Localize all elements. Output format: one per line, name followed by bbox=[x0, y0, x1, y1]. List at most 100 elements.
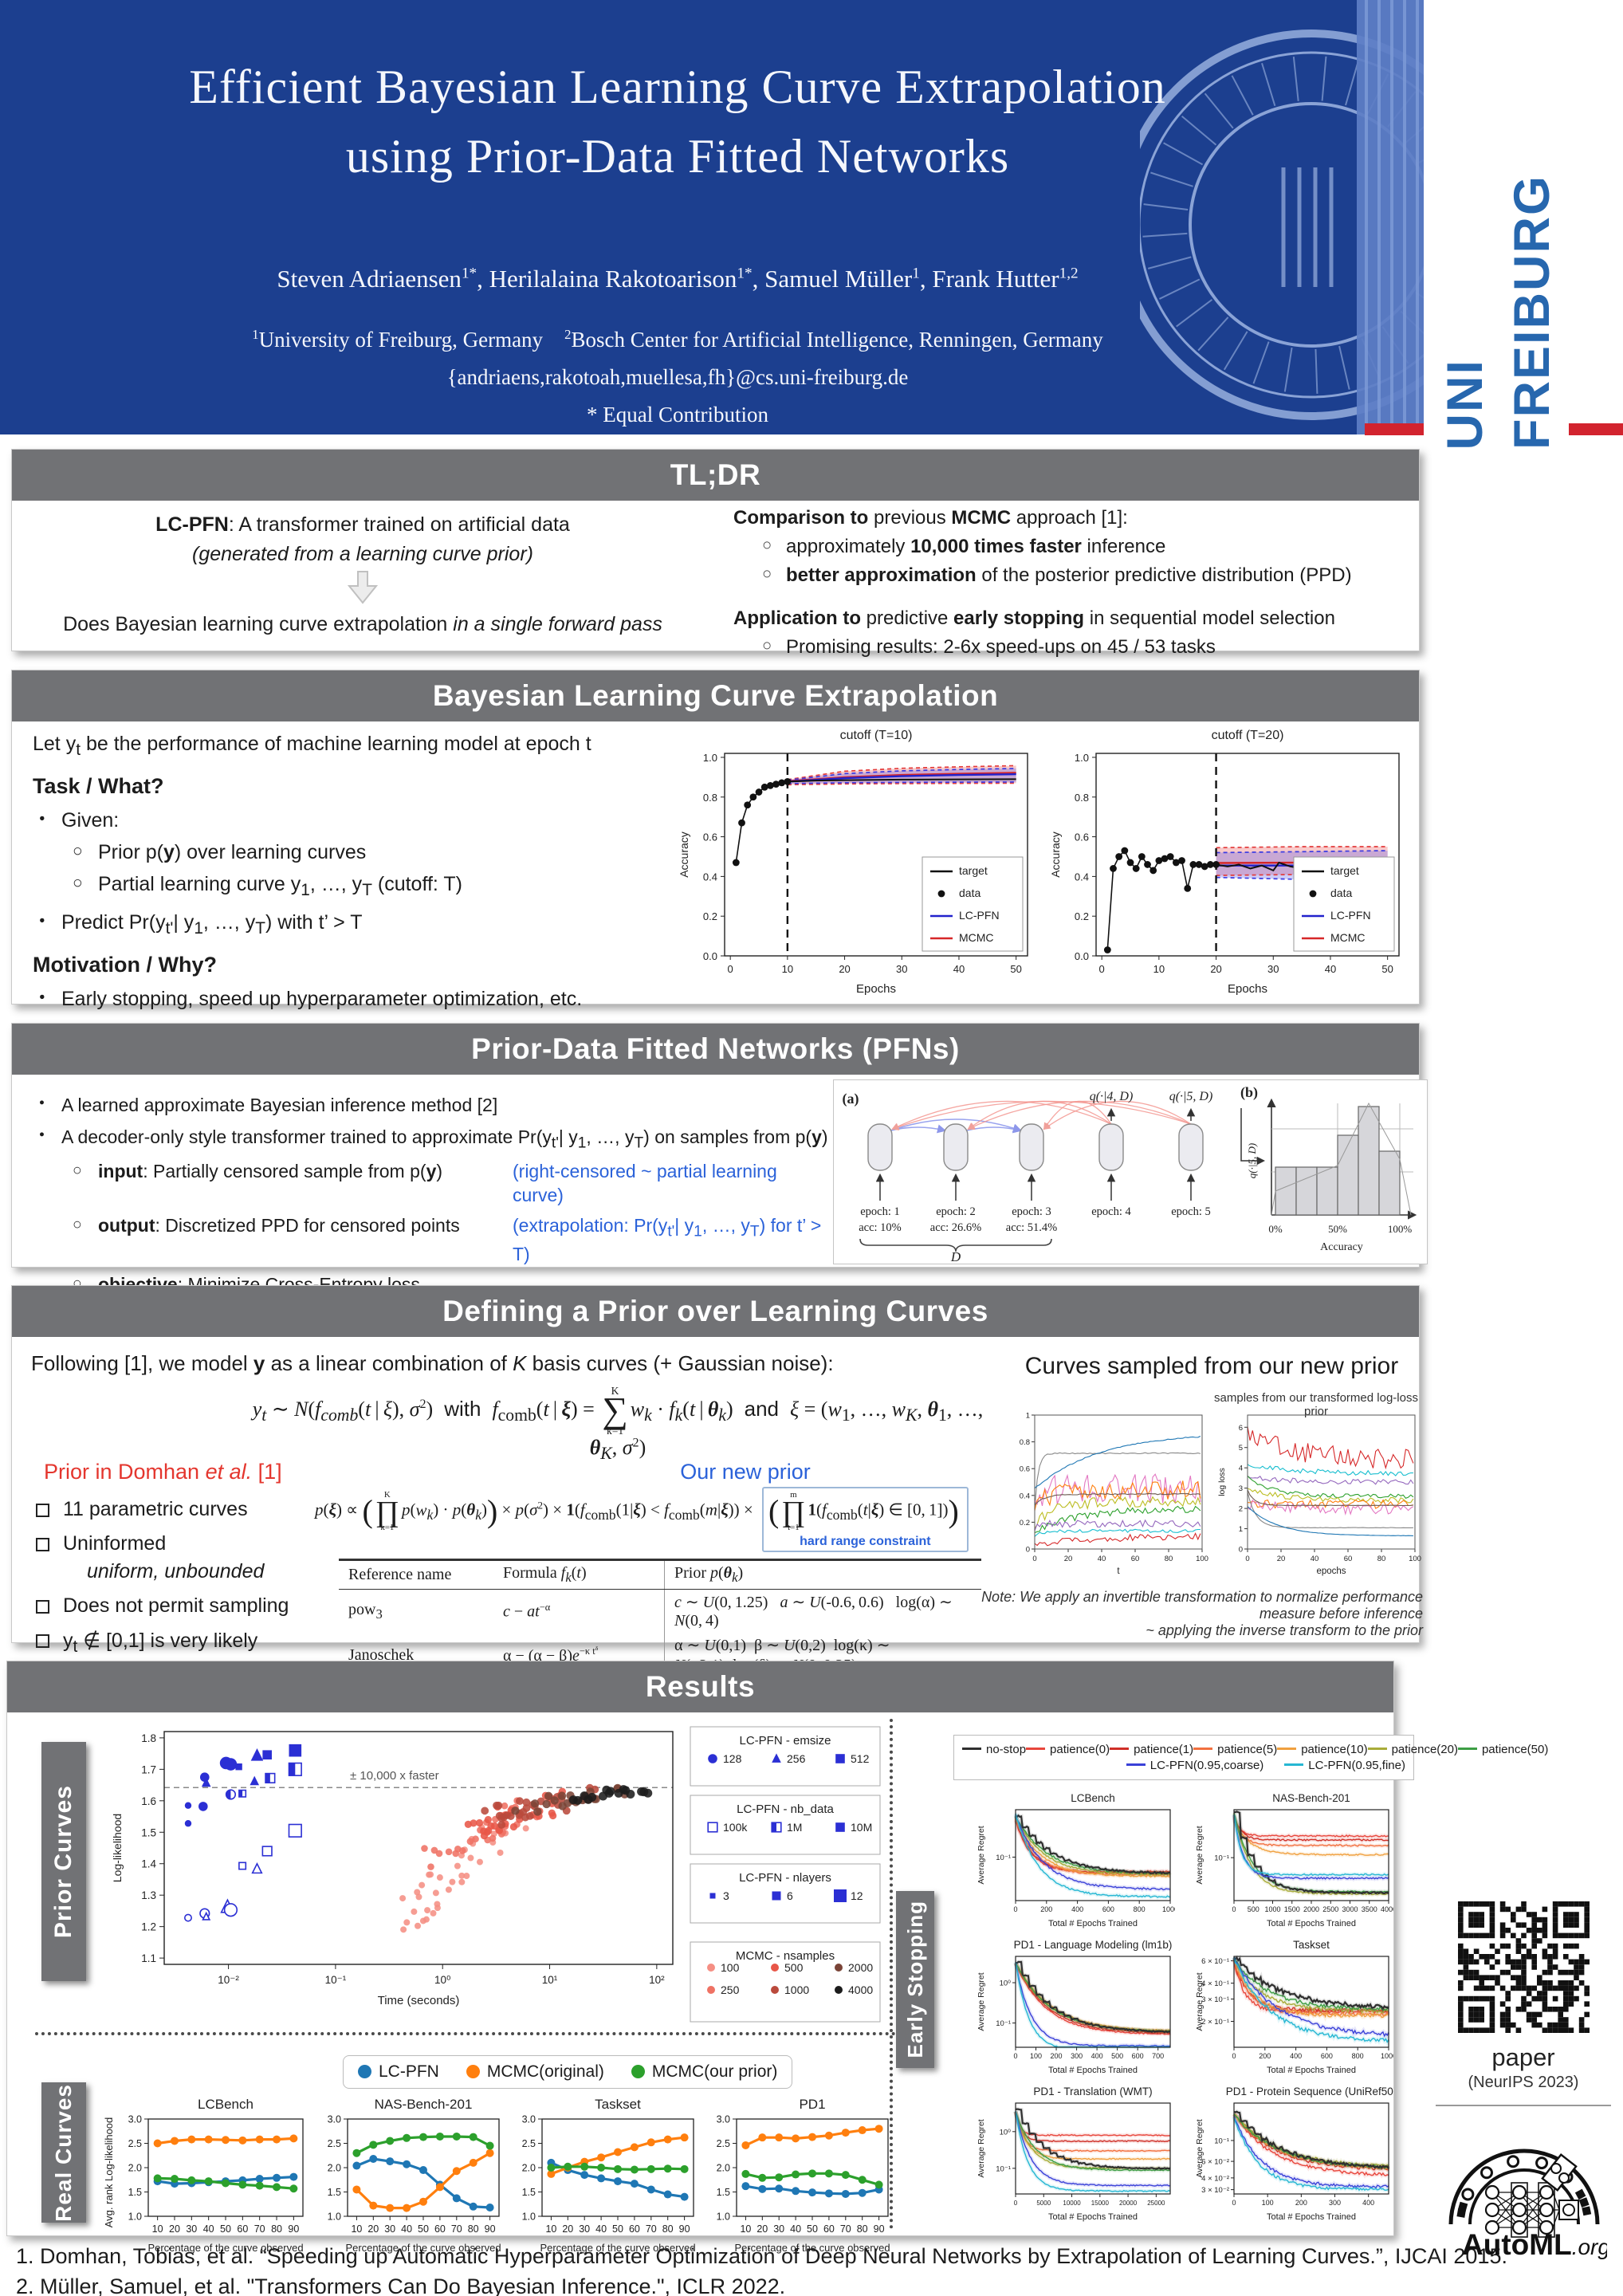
svg-text:4 × 10⁻²: 4 × 10⁻² bbox=[1201, 2174, 1229, 2183]
svg-text:NAS-Bench-201: NAS-Bench-201 bbox=[375, 2097, 473, 2112]
blce-task-heading: Task / What? bbox=[33, 773, 164, 798]
svg-text:20: 20 bbox=[562, 2223, 573, 2235]
svg-text:1.0: 1.0 bbox=[1075, 752, 1089, 764]
svg-text:40: 40 bbox=[953, 963, 965, 975]
prior-curves-scatter-plot: 1.1 1.2 1.3 1.4 1.5 1.6 1.7 1.8 10⁻² 10⁻¹ 10⁰ 10¹ 10… bbox=[100, 1720, 886, 2031]
svg-text:data: data bbox=[959, 887, 980, 899]
svg-text:70: 70 bbox=[254, 2223, 265, 2235]
svg-text:4 × 10⁻¹: 4 × 10⁻¹ bbox=[1201, 1980, 1229, 1988]
svg-text:3.0: 3.0 bbox=[328, 2114, 341, 2125]
svg-text:0: 0 bbox=[1232, 2052, 1236, 2060]
svg-text:0.8: 0.8 bbox=[1020, 1438, 1030, 1447]
extra10-svg: cutoff (T=10) 0.0 0.2 0.4 0.6 0.8 1.0 0 10 20 30 40… bbox=[678, 729, 1028, 996]
samp1-svg: 0 0.2 0.4 0.6 0.8 1 0 20 40 60 80 100 t bbox=[1020, 1412, 1208, 1577]
svg-text:data: data bbox=[1330, 887, 1352, 899]
svg-text:90: 90 bbox=[874, 2223, 885, 2235]
section-title-tldr: TL;DR bbox=[12, 450, 1419, 501]
svg-text:90: 90 bbox=[485, 2223, 496, 2235]
legend-item: patience(1) bbox=[1110, 1743, 1193, 1756]
svg-text:6 × 10⁻¹: 6 × 10⁻¹ bbox=[1201, 1957, 1229, 1966]
real-curves-label: Real Curves bbox=[41, 2082, 86, 2223]
svg-text:0: 0 bbox=[1032, 1555, 1036, 1563]
svg-text:10⁰: 10⁰ bbox=[434, 1974, 451, 1986]
tldr-conclusion: Does Bayesian learning curve extrapolati… bbox=[63, 613, 662, 635]
svg-text:Taskset: Taskset bbox=[1293, 1939, 1330, 1951]
real-plot-nasbench: NAS-Bench-201 1.0 1.5 2.0 2.5 3.0 10 20 30 40 50 60… bbox=[314, 2095, 504, 2278]
svg-text:1.5: 1.5 bbox=[328, 2187, 341, 2198]
svg-text:1000: 1000 bbox=[1264, 1905, 1280, 1913]
domhan-item: Uninformed bbox=[31, 1532, 310, 1555]
svg-text:MCMC: MCMC bbox=[959, 931, 994, 944]
svg-text:AutoML.org: AutoML.org bbox=[1462, 2228, 1607, 2261]
svg-text:200: 200 bbox=[1040, 1905, 1052, 1913]
equal-contribution-note: * Equal Contribution bbox=[587, 403, 768, 427]
svg-text:100: 100 bbox=[1196, 1555, 1208, 1563]
svg-text:80: 80 bbox=[857, 2223, 868, 2235]
svg-text:0: 0 bbox=[1013, 2052, 1017, 2060]
affiliations: 1University of Freiburg, Germany 2Bosch … bbox=[252, 327, 1103, 352]
svg-text:0: 0 bbox=[1099, 963, 1105, 975]
automl-logo-svg: AutoML.org bbox=[1448, 2149, 1610, 2261]
svg-text:6: 6 bbox=[1239, 1424, 1243, 1433]
svg-text:700: 700 bbox=[1152, 2052, 1164, 2060]
reference-number: 2. bbox=[16, 2274, 34, 2296]
svg-text:LC-PFN - nlayers: LC-PFN - nlayers bbox=[739, 1871, 831, 1885]
svg-text:1.3: 1.3 bbox=[141, 1889, 156, 1901]
svg-text:1.5: 1.5 bbox=[717, 2187, 730, 2198]
svg-text:epoch: 3: epoch: 3 bbox=[1012, 1205, 1051, 1218]
new-prior-heading: Our new prior bbox=[680, 1460, 811, 1484]
svg-text:90: 90 bbox=[288, 2223, 299, 2235]
svg-text:3.0: 3.0 bbox=[717, 2114, 730, 2125]
svg-text:1.6: 1.6 bbox=[141, 1795, 156, 1807]
es-lm1b-svg: PD1 - Language Modeling (lm1b) 10⁰ 10⁻¹ 0 10… bbox=[977, 1939, 1172, 2075]
tldr-application-heading: Application to predictive early stopping… bbox=[733, 607, 1335, 629]
svg-text:30: 30 bbox=[896, 963, 907, 975]
logo-word-freiburg: FREIBURG bbox=[1504, 175, 1560, 450]
svg-text:10: 10 bbox=[740, 2223, 751, 2235]
real-taskset-svg: Taskset 1.0 1.5 2.0 2.5 3.0 10 20 30 40 50 60 70 80 90… bbox=[522, 2097, 696, 2254]
svg-text:(b): (b) bbox=[1240, 1084, 1258, 1101]
svg-text:LC-PFN: LC-PFN bbox=[1330, 909, 1371, 922]
svg-text:30: 30 bbox=[1267, 963, 1279, 975]
svg-text:acc: 10%: acc: 10% bbox=[859, 1221, 902, 1234]
transform-note-line1: Note: We apply an invertible transformat… bbox=[981, 1589, 1423, 1622]
seal-svg bbox=[1116, 0, 1424, 434]
svg-text:0.6: 0.6 bbox=[703, 832, 717, 843]
svg-text:Accuracy: Accuracy bbox=[1049, 832, 1062, 878]
uni-freiburg-logo: UNI FREIBURG bbox=[1436, 175, 1561, 450]
svg-text:3: 3 bbox=[723, 1889, 729, 1902]
reference-number: 1. bbox=[16, 2244, 34, 2268]
table-cell: Janoschek bbox=[348, 1645, 415, 1664]
svg-text:target: target bbox=[1330, 864, 1359, 877]
svg-text:10⁻¹: 10⁻¹ bbox=[996, 1854, 1011, 1862]
svg-text:LCBench: LCBench bbox=[198, 2097, 253, 2112]
new-prior-formula: p(ξ) ∝ (K ∏ k=1 p(wk) · p(θk)) × p(σ2) × 1(… bbox=[315, 1487, 984, 1552]
svg-text:target: target bbox=[959, 864, 988, 877]
svg-text:Log-likelihood: Log-likelihood bbox=[111, 1814, 124, 1882]
svg-text:10: 10 bbox=[782, 963, 793, 975]
legend-item: patience(10) bbox=[1277, 1743, 1368, 1756]
svg-text:epochs: epochs bbox=[1316, 1567, 1346, 1576]
tldr-comparison-heading: Comparison to previous MCMC approach [1]… bbox=[733, 507, 1128, 529]
svg-text:200: 200 bbox=[1295, 2199, 1307, 2207]
pfn-input-note: (right-censored ~ partial learning curve… bbox=[513, 1161, 777, 1206]
svg-text:0: 0 bbox=[1014, 2200, 1018, 2207]
svg-text:0.6: 0.6 bbox=[1075, 832, 1089, 843]
svg-text:10²: 10² bbox=[649, 1974, 665, 1986]
svg-text:Accuracy: Accuracy bbox=[1320, 1241, 1363, 1253]
svg-text:epoch: 5: epoch: 5 bbox=[1171, 1205, 1211, 1218]
svg-text:0: 0 bbox=[1026, 1546, 1030, 1555]
svg-text:cutoff (T=10): cutoff (T=10) bbox=[840, 729, 913, 742]
table-cell: c − at−α bbox=[493, 1589, 665, 1633]
svg-text:4: 4 bbox=[1239, 1464, 1243, 1473]
svg-text:3500: 3500 bbox=[1362, 1905, 1377, 1913]
svg-text:LC-PFN - nb_data: LC-PFN - nb_data bbox=[737, 1803, 834, 1816]
svg-text:0.2: 0.2 bbox=[1075, 910, 1089, 922]
svg-text:400: 400 bbox=[1362, 2199, 1374, 2207]
svg-text:50%: 50% bbox=[1328, 1223, 1347, 1235]
section-title-pfn: Prior-Data Fitted Networks (PFNs) bbox=[12, 1024, 1419, 1075]
svg-text:Average Regret: Average Regret bbox=[977, 1972, 986, 2031]
svg-text:300: 300 bbox=[1071, 2052, 1083, 2060]
prior-main-formula: yt ∼ N(fcomb(t | ξ), σ2) with fcomb(t | ξ)… bbox=[252, 1385, 984, 1463]
pfn-ppd-histogram: (b) 0% 50% 100% Accuracy q(·|5, D) bbox=[1236, 1081, 1426, 1265]
